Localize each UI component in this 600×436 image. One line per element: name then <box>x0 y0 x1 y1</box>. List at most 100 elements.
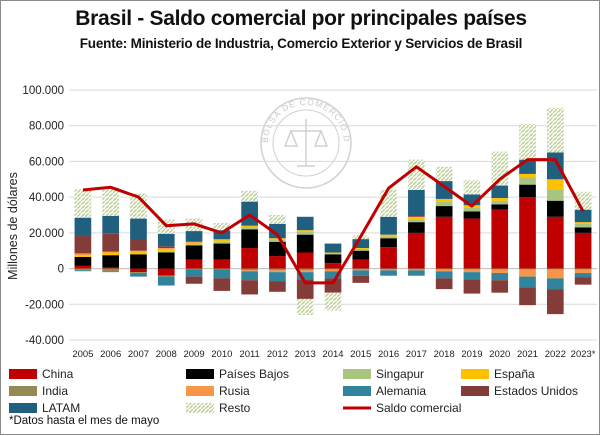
bar-rusia-2012 <box>269 270 286 273</box>
bar-latam-2015 <box>352 239 370 249</box>
x-tick-label: 2006 <box>100 349 121 360</box>
bar-espana-2017 <box>408 216 425 220</box>
x-tick-label: 2015 <box>350 349 371 360</box>
bar-estados-unidos-2017 <box>408 215 425 217</box>
bar-latam-2010 <box>213 230 231 240</box>
legend-label-saldo-comercial: Saldo comercial <box>376 401 461 415</box>
x-tick-label: 2014 <box>322 349 343 360</box>
y-tick-label: 40.000 <box>29 192 64 204</box>
bar-india-2010 <box>213 268 231 270</box>
bar-espana-2018 <box>435 198 453 202</box>
bar-alemania-2020 <box>491 273 509 281</box>
bar-estados-unidos-2011 <box>241 280 258 295</box>
bar-rusia-2013 <box>296 270 314 273</box>
x-tick-label: 2009 <box>183 349 204 360</box>
x-tick-label: 2013 <box>295 349 316 360</box>
bar-india-2017 <box>408 268 425 270</box>
bar-paises-bajos-2018 <box>435 206 453 217</box>
legend-swatch-espana <box>461 369 489 379</box>
bar-singapur-2018 <box>435 201 453 207</box>
x-tick-label: 2020 <box>489 349 510 360</box>
bar-china-2012 <box>269 256 286 269</box>
x-tick-label: 2017 <box>406 349 427 360</box>
bar-espana-2011 <box>241 225 258 228</box>
legend-label-paises-bajos: Países Bajos <box>219 367 289 381</box>
bar-latam-2006 <box>102 215 120 234</box>
bar-alemania-2016 <box>380 270 397 276</box>
bar-alemania-2008 <box>157 276 175 286</box>
bar-estados-unidos-2021 <box>519 287 536 306</box>
bar-alemania-2014 <box>324 271 342 279</box>
x-tick-label: 2008 <box>156 349 177 360</box>
bar-resto-2010 <box>213 223 231 231</box>
bar-estados-unidos-2010 <box>213 278 231 291</box>
bar-resto-2014 <box>324 292 342 311</box>
y-tick-label: 80.000 <box>29 121 64 133</box>
y-tick-label: 60.000 <box>29 156 64 168</box>
legend-swatch-resto <box>186 403 214 413</box>
bar-china-2021 <box>519 197 536 269</box>
bar-india-2020 <box>491 268 509 270</box>
bar-paises-bajos-2021 <box>519 184 536 198</box>
bar-latam-2022 <box>546 152 564 180</box>
bar-estados-unidos-2012 <box>269 281 286 292</box>
legend-swatch-india <box>9 386 37 396</box>
bar-china-2013 <box>296 252 314 269</box>
x-axis: 2005 2006 2007 2008 2009 2010 2011 2012 2013 2014… <box>72 349 595 360</box>
bar-india-2014 <box>324 268 342 270</box>
bar-paises-bajos-2017 <box>408 222 425 233</box>
bar-singapur-2009 <box>185 244 203 246</box>
bar-alemania-2023 <box>574 273 592 278</box>
bar-paises-bajos-2006 <box>102 255 120 268</box>
bar-alemania-2019 <box>463 272 481 280</box>
bar-espana-2006 <box>102 252 120 256</box>
bar-singapur-2023 <box>574 223 592 228</box>
saldo-comercial-line <box>82 158 585 285</box>
bar-rusia-2010 <box>213 239 231 240</box>
bar-latam-2007 <box>130 218 147 240</box>
bar-singapur-2016 <box>380 236 397 239</box>
bar-china-2010 <box>213 259 231 269</box>
bar-latam-2013 <box>296 216 314 231</box>
bar-paises-bajos-2010 <box>213 243 231 260</box>
bar-china-2017 <box>408 232 425 269</box>
bar-latam-2017 <box>408 190 425 215</box>
x-tick-label: 2019 <box>461 349 482 360</box>
bar-china-2016 <box>380 247 397 269</box>
chart-title: Brasil - Saldo comercial por principales… <box>75 7 527 30</box>
bar-rusia-2008 <box>157 248 175 249</box>
bar-resto-2019 <box>463 180 481 195</box>
footnote: *Datos hasta el mes de mayo <box>9 415 160 427</box>
bar-singapur-2013 <box>296 231 314 235</box>
bar-latam-2009 <box>185 231 203 242</box>
bar-singapur-2010 <box>213 241 231 244</box>
bar-rusia-2018 <box>435 269 453 272</box>
bar-latam-2023 <box>574 209 592 223</box>
bar-latam-2008 <box>157 233 175 247</box>
bar-rusia-2016 <box>380 269 397 271</box>
bar-alemania-2021 <box>519 276 536 288</box>
bar-india-2019 <box>463 268 481 270</box>
y-axis: -40.000 -20.000 0 20.000 40.000 60.000 80.000 1… <box>22 85 64 347</box>
bar-india-2013 <box>296 268 314 271</box>
bar-resto-2012 <box>269 215 286 224</box>
bar-rusia-2005 <box>74 253 92 256</box>
bar-espana-2022 <box>546 179 564 190</box>
legend-swatch-singapur <box>343 369 371 379</box>
legend-label-rusia: Rusia <box>219 384 250 398</box>
bar-india-2009 <box>185 268 203 270</box>
bar-espana-2015 <box>352 248 370 249</box>
bar-alemania-2006 <box>102 271 120 273</box>
bar-rusia-2017 <box>408 269 425 271</box>
bar-espana-2021 <box>519 173 536 178</box>
bar-rusia-2022 <box>546 269 564 279</box>
x-tick-label: 2022 <box>545 349 566 360</box>
bar-espana-2008 <box>157 248 175 252</box>
bar-paises-bajos-2016 <box>380 238 397 248</box>
legend-swatch-paises-bajos <box>186 369 214 379</box>
bar-singapur-2012 <box>269 240 286 242</box>
bar-alemania-2005 <box>74 270 92 272</box>
bar-alemania-2012 <box>269 272 286 282</box>
bar-estados-unidos-2009 <box>185 276 203 284</box>
bar-alemania-2018 <box>435 271 453 279</box>
